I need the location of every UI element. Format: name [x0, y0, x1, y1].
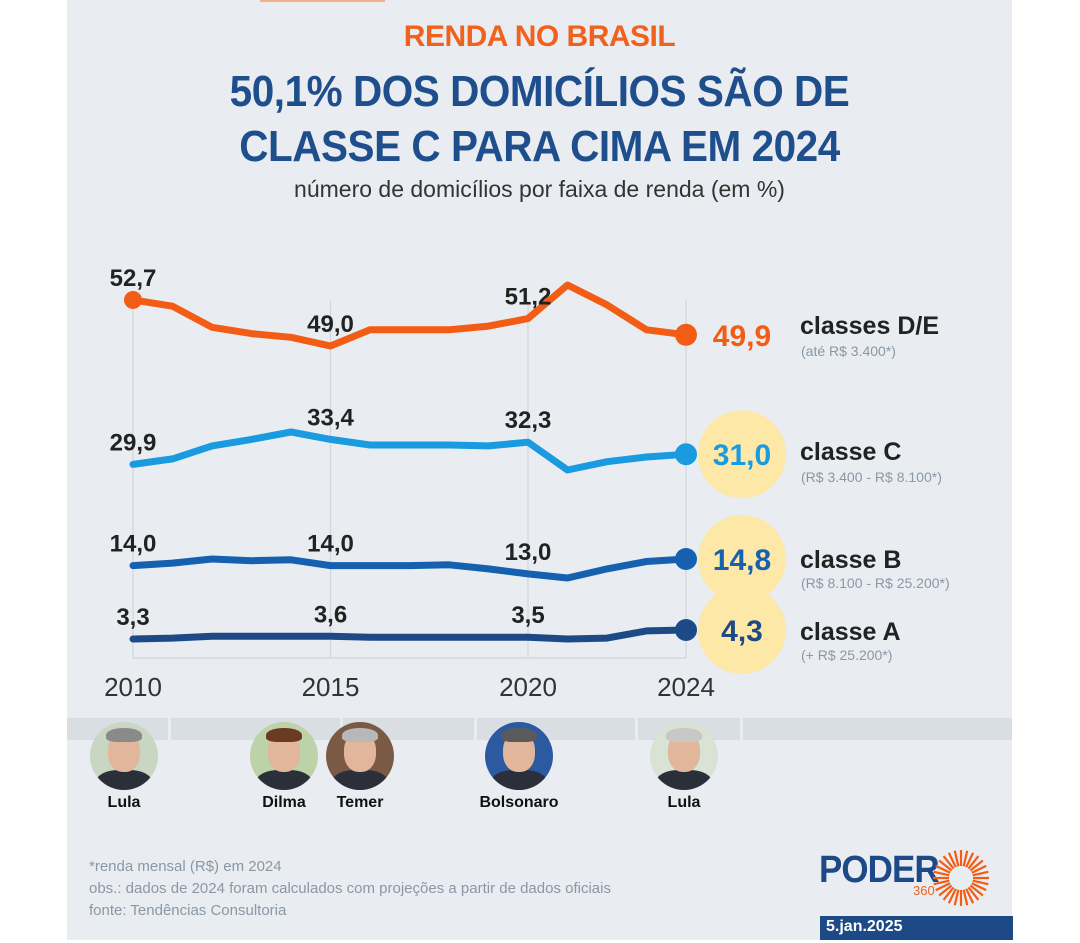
avatar-temer [326, 722, 394, 790]
poder360-logo: PODER [819, 849, 940, 891]
president-name: Temer [336, 794, 384, 811]
legend-name-c: classe C [800, 438, 902, 466]
end-marker [675, 443, 697, 466]
start-marker [124, 290, 142, 309]
sunburst-ray [972, 870, 989, 877]
data-label: 29,9 [110, 429, 157, 456]
sunburst-ray [965, 852, 975, 868]
sunburst-ray [938, 859, 953, 872]
sunburst-ray [972, 879, 989, 886]
poder360-logo-suffix: 360 [913, 883, 935, 898]
series-line [129, 428, 690, 474]
sunburst-ray [953, 850, 960, 867]
sunburst-ray [971, 864, 987, 874]
series-line [129, 626, 690, 643]
avatar-bolsonaro [485, 722, 553, 790]
data-label: 3,3 [116, 604, 149, 631]
headline-line-2: CLASSE C PARA CIMA EM 2024 [239, 122, 840, 171]
president-name: Bolsonaro [479, 794, 559, 811]
x-tick-label: 2015 [302, 672, 360, 702]
data-label: 49,0 [307, 311, 354, 338]
legend-range-b: (R$ 8.100 - R$ 25.200*) [801, 575, 950, 591]
sunburst-ray [947, 888, 957, 904]
president-name: Lula [667, 794, 701, 811]
sunburst-ray [947, 852, 957, 868]
avatar-lula-1 [90, 722, 158, 790]
sunburst-ray [935, 864, 951, 874]
sunburst-ray [942, 886, 955, 901]
x-tick-label: 2024 [657, 672, 715, 702]
kicker: RENDA NO BRASIL [403, 20, 676, 53]
president-name: Dilma [262, 794, 306, 811]
sunburst-ray [933, 879, 950, 886]
data-label: 13,0 [505, 539, 552, 566]
sunburst-ray [935, 882, 951, 892]
series-line [129, 281, 690, 350]
data-label: 3,5 [511, 602, 544, 629]
sunburst-ray [933, 870, 950, 877]
end-value-label: 4,3 [721, 615, 763, 648]
sunburst-ray [967, 855, 980, 870]
end-value-label: 14,8 [713, 544, 771, 577]
data-label: 3,6 [314, 601, 347, 628]
sunburst-ray [971, 882, 987, 892]
footnote-obs: obs.: dados de 2024 foram calculados com… [89, 880, 611, 897]
sunburst-ray [969, 884, 984, 897]
sunburst-ray [965, 888, 975, 904]
headline: 50,1% DOS DOMICÍLIOS SÃO DE CLASSE C PAR… [105, 64, 974, 174]
sunburst-ray [962, 889, 969, 906]
data-label: 32,3 [505, 407, 552, 434]
subtitle: número de domicílios por faixa de renda … [294, 176, 785, 202]
highlight-circle [698, 410, 786, 499]
top-accent-bar [260, 0, 385, 2]
sunburst-ray [967, 886, 980, 901]
highlight-circle [698, 515, 786, 603]
highlight-circle [698, 586, 786, 674]
data-label: 14,0 [307, 531, 354, 558]
end-value-label: 31,0 [713, 439, 771, 472]
end-value-label: 49,9 [713, 320, 771, 353]
legend-name-a: classe A [800, 618, 901, 646]
sunburst-ray [953, 889, 960, 906]
date-bar [820, 916, 1013, 940]
data-label: 51,2 [505, 284, 552, 311]
end-marker [675, 323, 697, 346]
timeline-segment [743, 718, 1012, 740]
data-label: 52,7 [110, 265, 157, 292]
data-label: 33,4 [307, 404, 354, 431]
legend-name-de: classes D/E [800, 312, 939, 340]
header: RENDA NO BRASIL 50,1% DOS DOMICÍLIOS SÃO… [67, 0, 1012, 240]
legend-range-c: (R$ 3.400 - R$ 8.100*) [801, 469, 942, 485]
sunburst-ray [942, 855, 955, 870]
footnote-income: *renda mensal (R$) em 2024 [89, 858, 282, 875]
x-tick-label: 2010 [104, 672, 162, 702]
end-marker [675, 619, 697, 641]
sunburst-ray [962, 850, 969, 867]
sunburst-ray [938, 884, 953, 897]
footnote-source: fonte: Tendências Consultoria [89, 902, 287, 919]
legend-name-b: classe B [800, 546, 902, 574]
sunburst-logo-icon [933, 850, 989, 906]
legend-range-a: (+ R$ 25.200*) [801, 647, 893, 663]
x-tick-label: 2020 [499, 672, 557, 702]
end-marker [675, 548, 697, 570]
series-line [129, 555, 690, 582]
headline-line-1: 50,1% DOS DOMICÍLIOS SÃO DE [229, 67, 850, 116]
president-name: Lula [107, 794, 141, 811]
publish-date: 5.jan.2025 [826, 918, 903, 935]
data-label: 14,0 [110, 531, 157, 558]
avatar-lula-2 [650, 722, 718, 790]
avatar-dilma [250, 722, 318, 790]
legend-range-de: (até R$ 3.400*) [801, 343, 896, 359]
sunburst-ray [969, 859, 984, 872]
